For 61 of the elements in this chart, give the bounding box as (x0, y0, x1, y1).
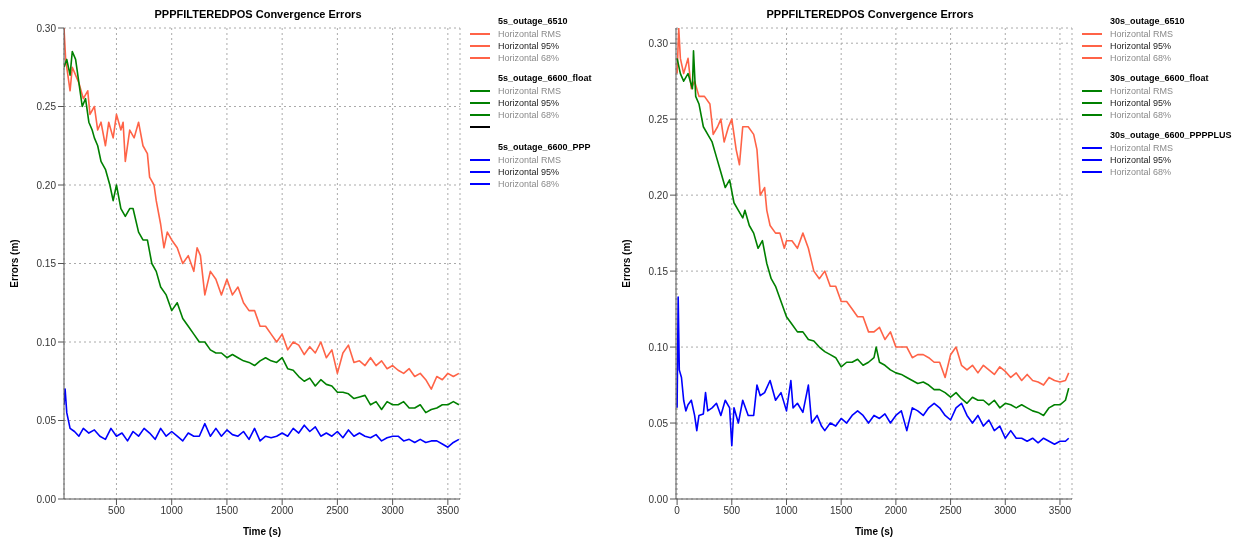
x-axis-title: Time (s) (242, 526, 282, 537)
y-tick-label: 0.25 (648, 113, 669, 125)
x-axis-title: Time (s) (854, 526, 894, 537)
legend-label: Horizontal 95% (1110, 41, 1172, 51)
x-tick-label: 2500 (326, 505, 349, 517)
line-series (64, 388, 460, 448)
legend-label: Horizontal 68% (498, 110, 560, 120)
legend-label: Horizontal 95% (1110, 155, 1172, 165)
y-tick-label: 0.00 (648, 493, 669, 505)
y-tick-label: 0.05 (36, 415, 57, 427)
legend-label: Horizontal 68% (1110, 110, 1172, 120)
text: 5s_outage_6510 (497, 16, 569, 28)
y-tick-label: 0.15 (36, 258, 57, 270)
legend-label: Horizontal RMS (1110, 29, 1174, 39)
y-tick-label: 0.20 (648, 189, 669, 201)
legend-label: Horizontal 68% (1110, 53, 1172, 63)
x-tick-label: 2000 (271, 505, 294, 517)
x-tick-label: 1000 (775, 505, 799, 517)
legend-label: Horizontal 68% (498, 53, 560, 63)
legend-label: Horizontal 95% (498, 98, 560, 108)
x-tick-label: 1000 (160, 505, 184, 517)
y-tick-label: 0.25 (36, 101, 57, 113)
x-tick-label: 3000 (994, 505, 1017, 517)
y-tick-label: 0.00 (36, 493, 57, 505)
x-tick-label: 2000 (884, 505, 908, 517)
x-tick-label: 0 (674, 505, 681, 517)
legend-label: Horizontal RMS (1110, 143, 1174, 153)
legend-label: Horizontal RMS (498, 29, 562, 39)
x-tick-label: 1500 (215, 505, 239, 517)
y-axis-title: Errors (m) (620, 239, 632, 288)
x-tick-label: 3500 (1048, 505, 1072, 517)
y-tick-label: 0.05 (648, 417, 669, 429)
text: 30s_outage_6600_PPPPLUS (1109, 130, 1232, 142)
legend-label: Horizontal 68% (498, 179, 560, 189)
x-tick-label: 2500 (939, 505, 963, 517)
chart-title: PPPFILTEREDPOS Convergence Errors (765, 8, 975, 22)
x-tick-label: 500 (723, 505, 741, 517)
y-axis-title: Errors (m) (8, 239, 20, 288)
y-tick-label: 0.30 (36, 22, 57, 34)
legend-label: Horizontal RMS (498, 155, 562, 165)
line-series (676, 296, 1070, 447)
legend-label: Horizontal RMS (1110, 86, 1174, 96)
legend-label: Horizontal 95% (498, 167, 560, 177)
y-tick-label: 0.10 (648, 341, 669, 353)
text: 30s_outage_6510 (1109, 16, 1186, 28)
x-tick-label: 3000 (381, 505, 405, 517)
legend-label: Horizontal 95% (498, 41, 560, 51)
legend-label: Horizontal RMS (498, 86, 562, 96)
text: 5s_outage_6600_float (497, 73, 593, 85)
text: 5s_outage_6600_PPP (497, 142, 592, 154)
x-tick-label: 500 (108, 505, 126, 517)
legend-label: Horizontal 68% (1110, 167, 1172, 177)
y-tick-label: 0.30 (648, 37, 669, 49)
legend-label: Horizontal 95% (1110, 98, 1172, 108)
chart-title: PPPFILTEREDPOS Convergence Errors (153, 8, 363, 22)
text: 30s_outage_6600_float (1109, 73, 1210, 85)
y-tick-label: 0.15 (648, 265, 669, 277)
y-tick-label: 0.20 (36, 179, 57, 191)
x-tick-label: 1500 (830, 505, 853, 517)
y-tick-label: 0.10 (36, 336, 57, 348)
x-tick-label: 3500 (436, 505, 460, 517)
